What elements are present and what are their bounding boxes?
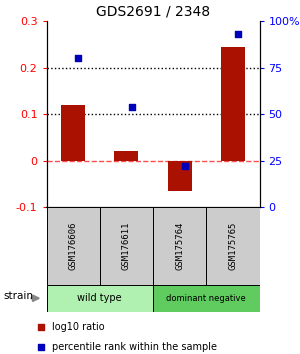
Text: log10 ratio: log10 ratio xyxy=(52,322,105,332)
Bar xyxy=(46,207,100,285)
Text: GSM176606: GSM176606 xyxy=(69,222,78,270)
Point xyxy=(129,104,134,110)
Point xyxy=(76,56,81,61)
Point xyxy=(38,325,43,330)
Point xyxy=(38,344,43,350)
Bar xyxy=(153,285,260,312)
Point xyxy=(183,164,188,169)
Text: percentile rank within the sample: percentile rank within the sample xyxy=(52,342,217,352)
Bar xyxy=(153,207,206,285)
Text: strain: strain xyxy=(3,291,33,302)
Bar xyxy=(114,152,138,161)
Title: GDS2691 / 2348: GDS2691 / 2348 xyxy=(96,5,210,19)
Point xyxy=(236,32,241,37)
Bar xyxy=(168,161,192,191)
Text: wild type: wild type xyxy=(77,293,122,303)
Bar xyxy=(206,207,260,285)
Bar xyxy=(221,47,245,161)
Text: GSM176611: GSM176611 xyxy=(122,222,131,270)
Bar xyxy=(46,285,153,312)
Bar xyxy=(61,105,85,161)
Text: GSM175765: GSM175765 xyxy=(228,222,237,270)
Text: dominant negative: dominant negative xyxy=(167,294,246,303)
Bar xyxy=(100,207,153,285)
Text: GSM175764: GSM175764 xyxy=(175,222,184,270)
